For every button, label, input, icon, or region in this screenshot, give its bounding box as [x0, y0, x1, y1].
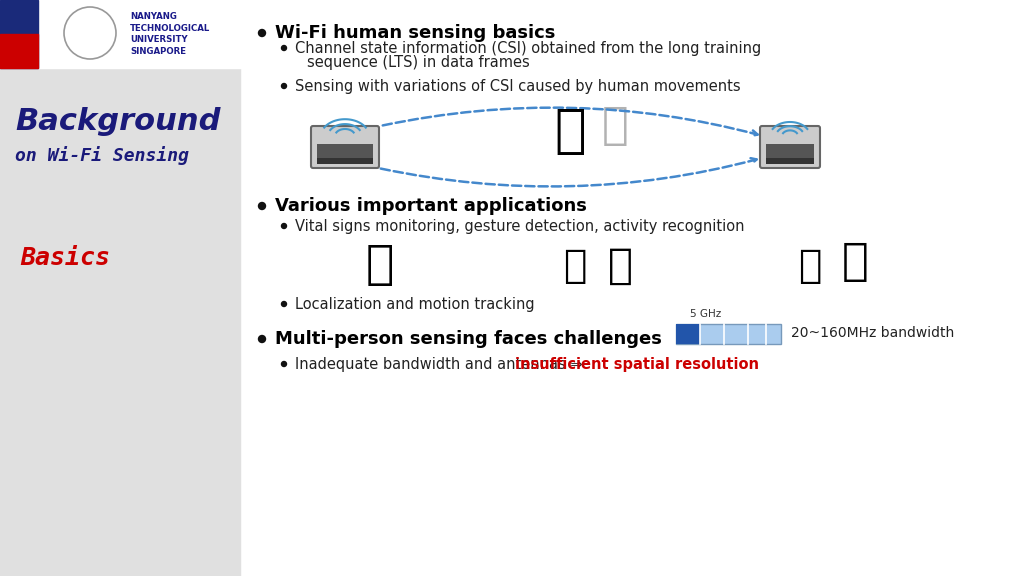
Circle shape	[258, 203, 265, 210]
Circle shape	[258, 335, 265, 343]
Text: 🚶: 🚶	[602, 104, 629, 147]
FancyBboxPatch shape	[311, 126, 379, 168]
Text: Various important applications: Various important applications	[275, 197, 587, 215]
Text: 👆: 👆	[563, 247, 587, 285]
Bar	[317, 158, 373, 164]
Text: Background: Background	[15, 107, 220, 135]
Bar	[317, 144, 373, 164]
Text: 🤸: 🤸	[842, 240, 868, 282]
Bar	[0, 68, 240, 576]
Bar	[0, 34, 38, 68]
Circle shape	[282, 362, 287, 366]
Circle shape	[282, 84, 287, 89]
Bar	[676, 324, 700, 344]
Text: sequence (LTS) in data frames: sequence (LTS) in data frames	[307, 55, 529, 70]
Circle shape	[282, 301, 287, 306]
Circle shape	[282, 46, 287, 51]
Text: Channel state information (CSI) obtained from the long training: Channel state information (CSI) obtained…	[295, 40, 761, 55]
Text: on Wi-Fi Sensing: on Wi-Fi Sensing	[15, 146, 189, 165]
Text: NANYANG
TECHNOLOGICAL
UNIVERSITY
SINGAPORE: NANYANG TECHNOLOGICAL UNIVERSITY SINGAPO…	[130, 12, 210, 56]
FancyBboxPatch shape	[760, 126, 820, 168]
Text: 5 GHz: 5 GHz	[690, 309, 722, 319]
Bar	[766, 158, 814, 164]
Text: Vital signs monitoring, gesture detection, activity recognition: Vital signs monitoring, gesture detectio…	[295, 218, 744, 233]
Text: 🚶: 🚶	[554, 105, 586, 157]
Bar	[766, 144, 814, 164]
Text: insufficient spatial resolution: insufficient spatial resolution	[515, 357, 759, 372]
Text: Localization and motion tracking: Localization and motion tracking	[295, 297, 535, 312]
Text: 🫁: 🫁	[366, 244, 394, 289]
Circle shape	[282, 223, 287, 229]
Text: ✋: ✋	[607, 245, 633, 287]
Text: 20~160MHz bandwidth: 20~160MHz bandwidth	[791, 326, 954, 340]
Bar	[0, 0, 38, 68]
Text: Wi-Fi human sensing basics: Wi-Fi human sensing basics	[275, 24, 555, 42]
Circle shape	[258, 29, 265, 36]
Bar	[676, 324, 781, 344]
Text: Inadequate bandwidth and antennas ⇒: Inadequate bandwidth and antennas ⇒	[295, 357, 587, 372]
Text: Multi-person sensing faces challenges: Multi-person sensing faces challenges	[275, 330, 662, 348]
Text: 🪑: 🪑	[799, 247, 821, 285]
Text: Basics: Basics	[20, 246, 110, 270]
Text: Sensing with variations of CSI caused by human movements: Sensing with variations of CSI caused by…	[295, 78, 740, 93]
Bar	[0, 0, 1024, 68]
